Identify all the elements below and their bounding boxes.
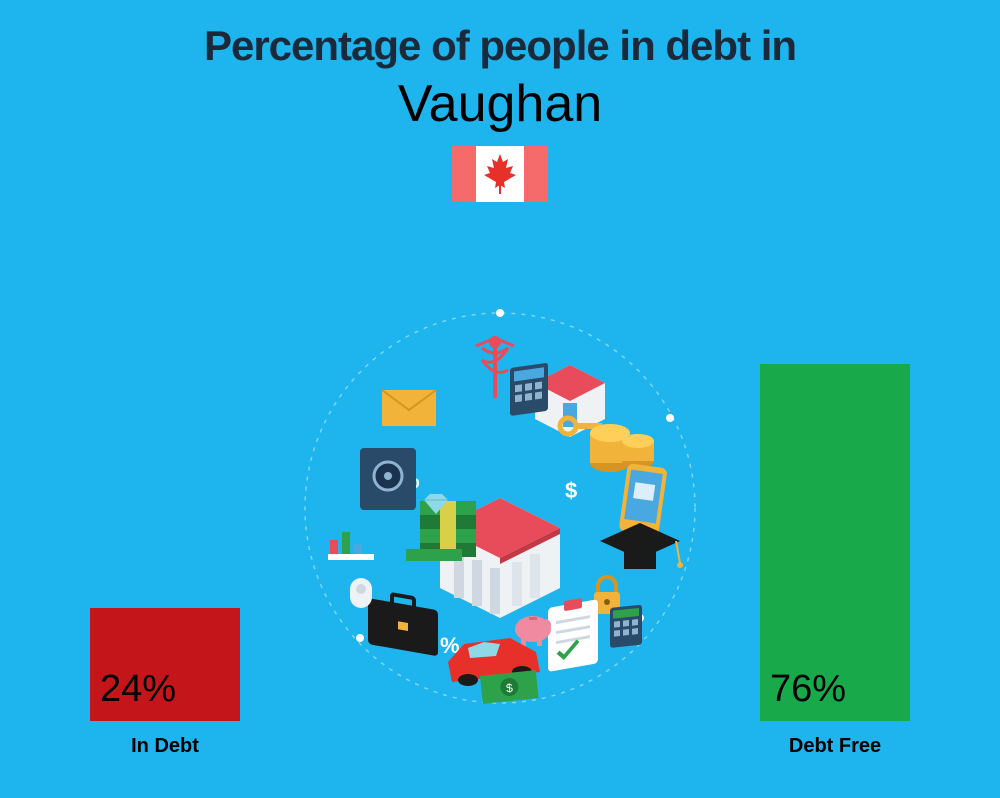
bar-in-debt: 24% — [90, 608, 240, 721]
bar-group-in-debt: 24% In Debt — [90, 608, 240, 758]
page-title: Percentage of people in debt in — [0, 22, 1000, 70]
bar-group-debt-free: 76% Debt Free — [760, 364, 910, 758]
bar-debt-free: 76% — [760, 364, 910, 721]
chart-area: % % $ $ — [0, 228, 1000, 758]
bar-value-debt-free: 76% — [770, 668, 846, 711]
bar-label-debt-free: Debt Free — [760, 735, 910, 758]
bar-label-in-debt: In Debt — [90, 735, 240, 758]
finance-circle-graphic: % % $ $ — [290, 298, 710, 718]
bar-value-in-debt: 24% — [100, 668, 176, 711]
svg-text:$: $ — [565, 478, 577, 503]
page-subtitle: Vaughan — [0, 74, 1000, 134]
canada-flag-icon — [452, 146, 548, 202]
